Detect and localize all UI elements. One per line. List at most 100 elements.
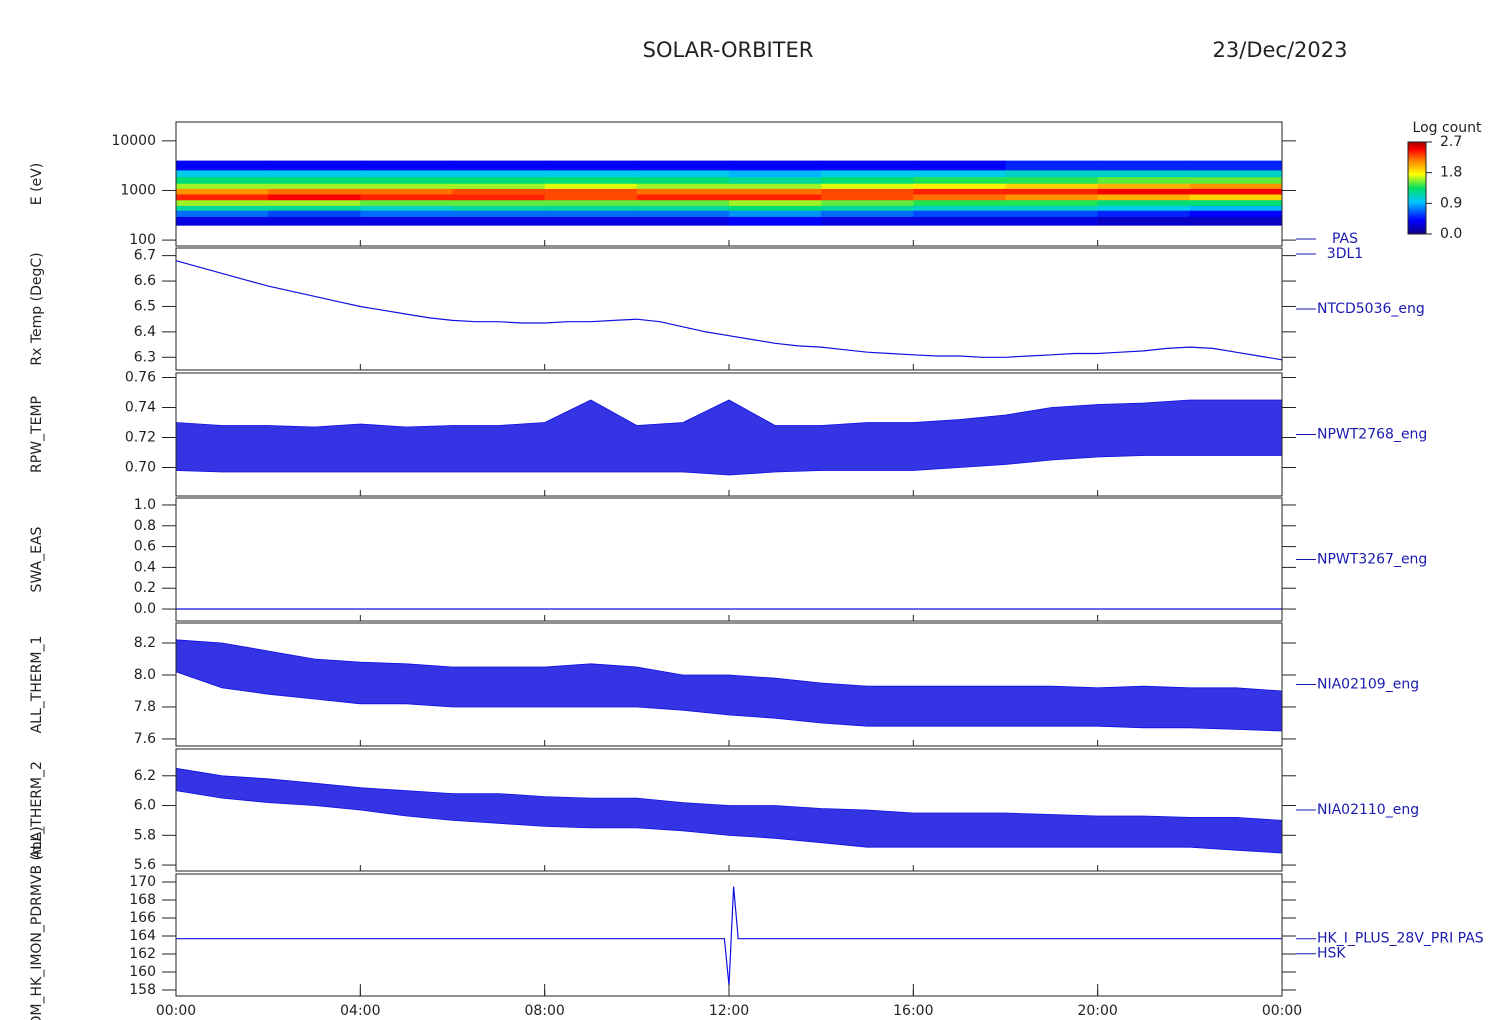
y-tick-label: 8.2 [134,635,156,651]
heatmap-cell [268,193,361,201]
colorbar-tick-label: 1.8 [1440,165,1462,181]
heatmap-cell [636,199,730,206]
x-tick-label: 00:00 [1262,1003,1302,1019]
heatmap-cell [452,205,546,211]
heatmap-cell [1097,169,1191,178]
heatmap-cell [729,210,822,217]
heatmap-cell [913,199,1006,206]
y-tick-label: 6.0 [134,798,156,814]
heatmap-cell [268,160,361,171]
heatmap-cell [821,216,914,226]
y-tick-label: 1.0 [134,497,156,513]
y-tick-label: 7.6 [134,731,156,747]
y-tick-label: 168 [129,892,156,908]
series-label: NIA02109_eng [1317,677,1419,693]
heatmap-cell [729,183,822,189]
series-label: NTCD5036_eng [1317,301,1425,317]
series-label: NIA02110_eng [1317,802,1419,818]
heatmap-cell [544,193,638,201]
heatmap-cell [360,210,453,217]
y-tick-label: 164 [129,928,156,944]
series-label: NPWT3267_eng [1317,552,1427,568]
heatmap-cell [729,216,822,226]
title: SOLAR-ORBITER [643,38,814,62]
colorbar-tick-label: 0.9 [1440,195,1462,211]
heatmap-cell [268,205,361,211]
y-axis-title: PSDM_HK_IMON_PDRMVB (mA) [29,826,45,1020]
heatmap-cell [360,216,453,226]
y-axis-title: RPW_TEMP [29,396,45,473]
y-tick-label: 0.6 [134,539,156,555]
heatmap-cell [176,183,269,189]
heatmap-cell [360,199,453,206]
y-tick-label: 0.8 [134,518,156,534]
heatmap-cell [1097,183,1191,189]
heatmap-cell [176,160,269,171]
heatmap-cell [821,205,914,211]
heatmap-cell [268,188,361,195]
heatmap-cell [821,188,914,195]
heatmap-cell [176,216,269,226]
heatmap-cell [1189,176,1283,184]
y-tick-label: 160 [129,964,156,980]
heatmap-cell [1097,188,1191,195]
heatmap-cell [913,210,1006,217]
heatmap-cell [913,193,1006,201]
y-tick-label: 0.4 [134,559,156,575]
heatmap-cell [452,216,546,226]
data-line [176,886,1282,986]
heatmap-cell [452,176,546,184]
heatmap-cell [913,188,1006,195]
heatmap-cell [1189,193,1283,201]
heatmap-cell [729,205,822,211]
heatmap-cell [1097,205,1191,211]
panel-frame [175,497,1283,622]
x-tick-label: 12:00 [709,1003,749,1019]
heatmap-cell [636,176,730,184]
x-tick-label: 16:00 [893,1003,933,1019]
heatmap-cell [913,216,1006,226]
heatmap-cell [360,160,453,171]
heatmap-cell [544,169,638,178]
heatmap-cell [268,169,361,178]
heatmap-cell [1189,210,1283,217]
y-tick-label: 166 [129,910,156,926]
heatmap-cell [452,199,546,206]
heatmap-cell [452,160,546,171]
heatmap-cell [821,210,914,217]
y-tick-label: 0.76 [125,370,156,386]
heatmap-cell [821,193,914,201]
heatmap-cell [636,205,730,211]
colorbar-label: Log count [1413,120,1482,136]
heatmap-cell [1005,216,1099,226]
heatmap-cell [1005,205,1099,211]
heatmap-cell [268,176,361,184]
heatmap-cell [268,210,361,217]
heatmap-cell [360,188,453,195]
heatmap-cell [176,176,269,184]
series-label: HSK [1317,946,1346,962]
heatmap-cell [1005,183,1099,189]
heatmap-cell [176,199,269,206]
heatmap-cell [913,160,1006,171]
heatmap-cell [821,160,914,171]
colorbar-tick-label: 0.0 [1440,226,1462,242]
y-tick-label: 5.8 [134,827,156,843]
heatmap-cell [1005,176,1099,184]
y-tick-label: 0.0 [134,601,156,617]
series-label: HK_I_PLUS_28V_PRI PAS [1317,931,1484,947]
y-tick-label: 10000 [111,133,156,149]
y-tick-label: 0.2 [134,580,156,596]
heatmap-cell [544,183,638,189]
heatmap-cell [729,193,822,201]
heatmap-cell [360,176,453,184]
heatmap-cell [636,169,730,178]
heatmap-cell [452,183,546,189]
heatmap-cell [1097,199,1191,206]
y-axis-title: ALL_THERM_1 [29,636,45,734]
heatmap-cell [1097,193,1191,201]
heatmap-cell [913,183,1006,189]
heatmap-cell [1005,210,1099,217]
y-tick-label: 6.6 [134,273,156,289]
